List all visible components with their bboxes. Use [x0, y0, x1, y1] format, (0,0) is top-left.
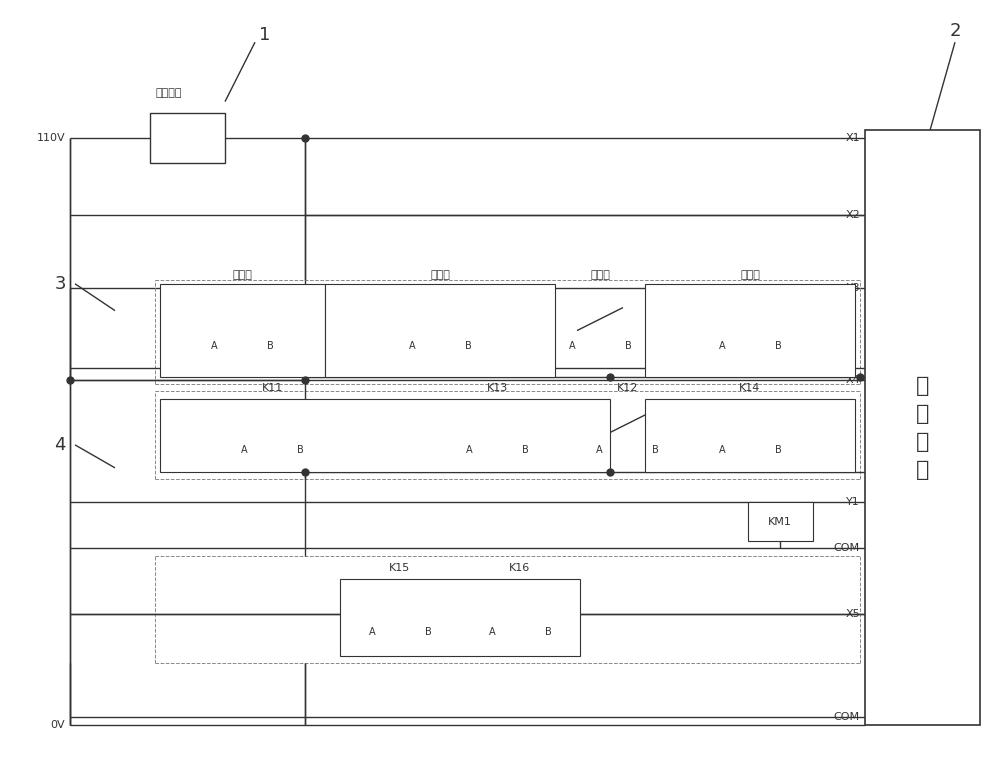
- Text: B: B: [652, 445, 659, 456]
- Text: A: A: [719, 341, 725, 351]
- Text: B: B: [267, 341, 274, 351]
- Bar: [325, 284, 555, 377]
- Text: 后轿门: 后轿门: [590, 270, 610, 280]
- Text: 前轿门: 前轿门: [430, 270, 450, 280]
- Text: A: A: [719, 445, 725, 456]
- Bar: [160, 399, 610, 472]
- Bar: [748, 502, 812, 541]
- Text: B: B: [775, 341, 781, 351]
- Text: K12: K12: [617, 383, 638, 393]
- Text: B: B: [522, 445, 529, 456]
- Bar: [160, 284, 325, 377]
- Text: Y1: Y1: [846, 497, 860, 508]
- Text: B: B: [775, 445, 781, 456]
- Text: B: B: [425, 627, 431, 637]
- Text: A: A: [466, 445, 473, 456]
- Text: A: A: [369, 627, 375, 637]
- Text: 0V: 0V: [50, 719, 65, 730]
- Text: 110V: 110V: [36, 133, 65, 143]
- Text: A: A: [569, 341, 575, 351]
- Bar: [340, 579, 580, 656]
- Text: A: A: [211, 341, 218, 351]
- Text: K11: K11: [262, 383, 283, 393]
- Text: B: B: [465, 341, 471, 351]
- Text: K16: K16: [509, 563, 531, 573]
- Text: B: B: [545, 627, 551, 637]
- Text: A: A: [489, 627, 495, 637]
- Text: X2: X2: [845, 209, 860, 220]
- Text: A: A: [409, 341, 415, 351]
- Bar: [645, 399, 855, 472]
- Text: 安全回路: 安全回路: [155, 87, 182, 97]
- Text: KM1: KM1: [768, 516, 792, 527]
- Text: X1: X1: [845, 133, 860, 143]
- Text: B: B: [625, 341, 631, 351]
- Text: COM: COM: [834, 543, 860, 554]
- Text: X4: X4: [845, 374, 860, 385]
- Text: X5: X5: [845, 608, 860, 619]
- Text: A: A: [596, 445, 603, 456]
- Text: K13: K13: [487, 383, 508, 393]
- Text: K15: K15: [389, 563, 411, 573]
- Text: 前厅门: 前厅门: [233, 270, 252, 280]
- Text: 主
控
制
器: 主 控 制 器: [916, 376, 929, 479]
- Text: B: B: [297, 445, 304, 456]
- Text: COM: COM: [834, 712, 860, 723]
- Text: K14: K14: [739, 383, 761, 393]
- Text: 后厅门: 后厅门: [740, 270, 760, 280]
- Text: X3: X3: [845, 282, 860, 293]
- Text: 2: 2: [949, 21, 961, 40]
- Text: 1: 1: [259, 25, 271, 44]
- Bar: [645, 284, 855, 377]
- Bar: [865, 130, 980, 725]
- Text: 3: 3: [54, 275, 66, 293]
- Text: A: A: [241, 445, 248, 456]
- Text: 4: 4: [54, 436, 66, 454]
- Bar: [150, 114, 225, 163]
